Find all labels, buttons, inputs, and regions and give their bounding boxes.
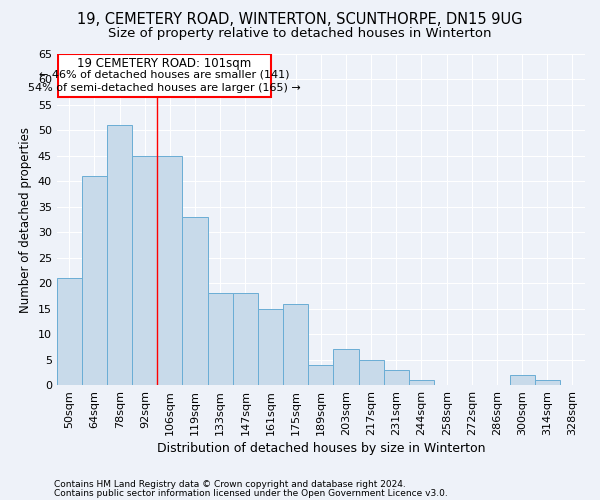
Bar xyxy=(308,364,334,385)
Text: ← 46% of detached houses are smaller (141): ← 46% of detached houses are smaller (14… xyxy=(39,70,290,80)
Bar xyxy=(509,375,535,385)
Text: Size of property relative to detached houses in Winterton: Size of property relative to detached ho… xyxy=(108,28,492,40)
Text: 19 CEMETERY ROAD: 101sqm: 19 CEMETERY ROAD: 101sqm xyxy=(77,56,251,70)
Bar xyxy=(283,304,308,385)
Bar xyxy=(107,126,132,385)
Bar xyxy=(233,294,258,385)
Bar xyxy=(334,350,359,385)
Bar xyxy=(57,278,82,385)
Bar xyxy=(82,176,107,385)
Bar xyxy=(409,380,434,385)
Y-axis label: Number of detached properties: Number of detached properties xyxy=(19,126,32,312)
Text: 19, CEMETERY ROAD, WINTERTON, SCUNTHORPE, DN15 9UG: 19, CEMETERY ROAD, WINTERTON, SCUNTHORPE… xyxy=(77,12,523,28)
Bar xyxy=(535,380,560,385)
FancyBboxPatch shape xyxy=(58,54,271,98)
Bar xyxy=(208,294,233,385)
Bar xyxy=(132,156,157,385)
Bar xyxy=(384,370,409,385)
X-axis label: Distribution of detached houses by size in Winterton: Distribution of detached houses by size … xyxy=(157,442,485,455)
Text: 54% of semi-detached houses are larger (165) →: 54% of semi-detached houses are larger (… xyxy=(28,83,301,93)
Bar xyxy=(258,308,283,385)
Text: Contains HM Land Registry data © Crown copyright and database right 2024.: Contains HM Land Registry data © Crown c… xyxy=(54,480,406,489)
Bar xyxy=(359,360,384,385)
Bar xyxy=(182,217,208,385)
Bar xyxy=(157,156,182,385)
Text: Contains public sector information licensed under the Open Government Licence v3: Contains public sector information licen… xyxy=(54,489,448,498)
